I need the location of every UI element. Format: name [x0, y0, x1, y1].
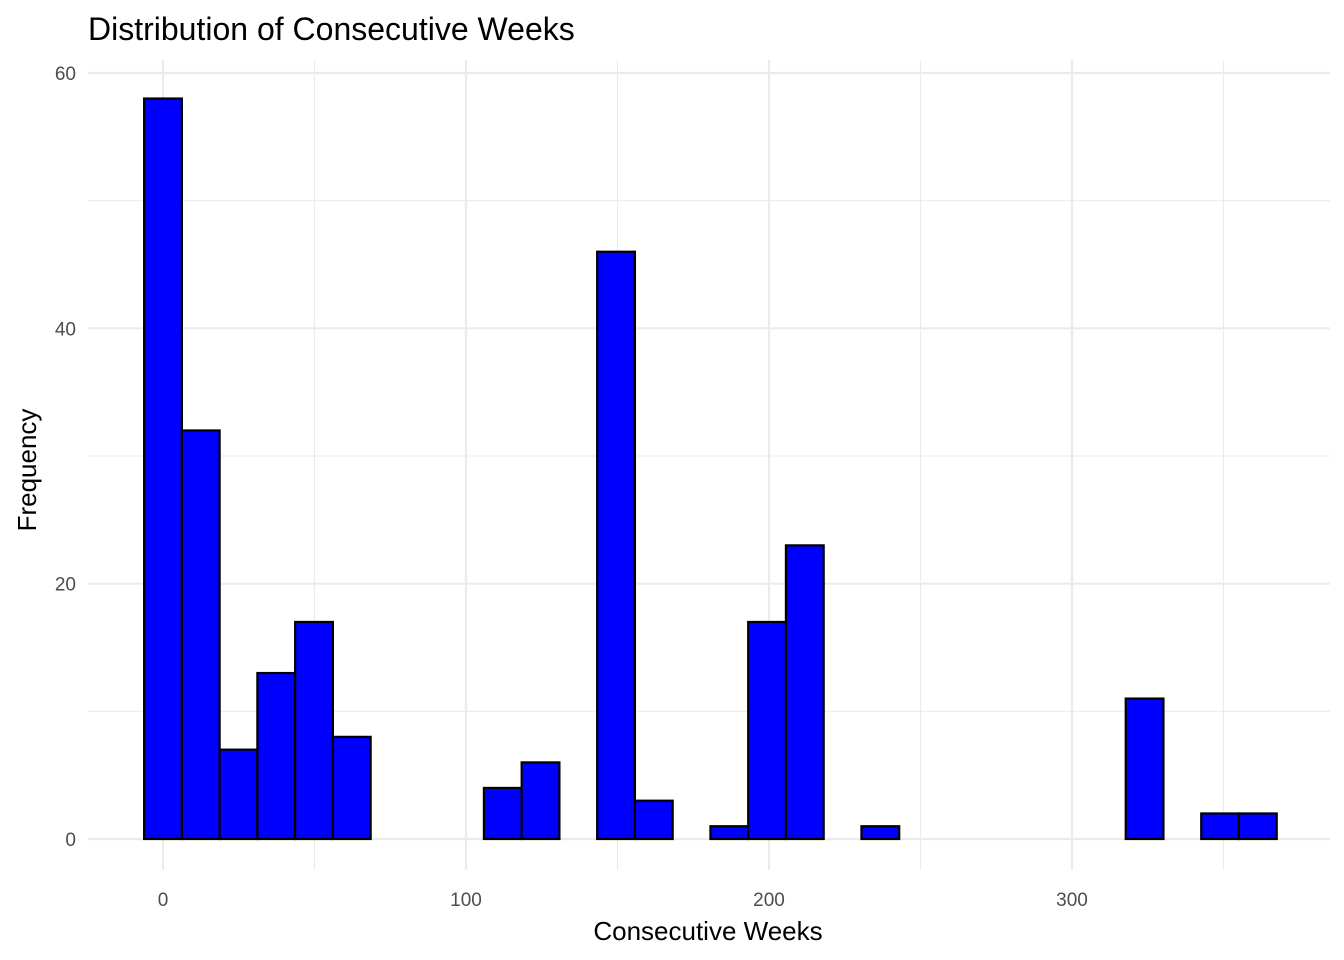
- histogram-bar: [143, 97, 183, 841]
- y-axis-title: Frequency: [12, 409, 42, 532]
- histogram-bar: [1237, 812, 1278, 841]
- y-tick-label: 20: [55, 575, 76, 596]
- histogram-bar: [180, 429, 221, 841]
- histogram-bar: [482, 786, 523, 841]
- histogram-bar: [784, 544, 825, 841]
- histogram-bar: [294, 620, 334, 841]
- chart-title: Distribution of Consecutive Weeks: [88, 11, 575, 47]
- x-tick-labels: 0 100 200 300: [158, 890, 1088, 911]
- x-tick-label: 100: [450, 890, 482, 911]
- y-tick-labels: 0 20 40 60: [55, 64, 76, 851]
- histogram-bar: [520, 761, 561, 841]
- histogram-bar: [709, 825, 750, 841]
- histogram-bar: [331, 735, 372, 841]
- y-tick-label: 60: [55, 64, 76, 85]
- histogram-bar: [596, 250, 637, 841]
- x-axis-title: Consecutive Weeks: [593, 916, 822, 946]
- histogram-bar: [218, 748, 259, 841]
- x-tick-label: 300: [1056, 890, 1088, 911]
- bars: [143, 97, 1278, 841]
- histogram-bar: [633, 799, 674, 841]
- histogram-bar: [860, 825, 901, 841]
- y-tick-label: 40: [55, 319, 76, 340]
- histogram-bar: [747, 620, 788, 841]
- x-tick-label: 0: [158, 890, 169, 911]
- histogram-bar: [256, 671, 297, 841]
- histogram-bar: [1200, 812, 1241, 841]
- x-tick-label: 200: [753, 890, 785, 911]
- y-tick-label: 0: [65, 830, 76, 851]
- histogram-bar: [1124, 697, 1165, 841]
